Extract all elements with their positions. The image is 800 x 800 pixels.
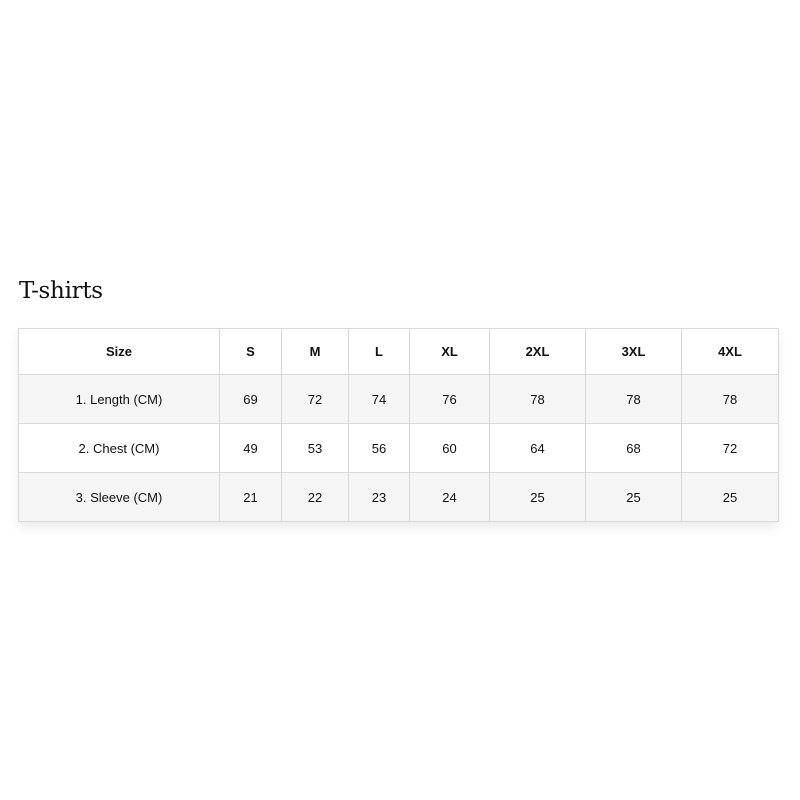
table-cell: 76 [409,374,490,424]
table-cell: 25 [585,472,682,522]
column-header: M [281,328,349,375]
table-cell: 68 [585,423,682,473]
table-row: 1. Length (CM) 69 72 74 76 78 78 78 [18,374,779,424]
table-cell: 53 [281,423,349,473]
column-header: S [219,328,282,375]
row-label: 3. Sleeve (CM) [18,472,220,522]
table-cell: 25 [681,472,779,522]
column-header: L [348,328,410,375]
table-cell: 78 [585,374,682,424]
table-cell: 72 [681,423,779,473]
table-cell: 64 [489,423,586,473]
table-cell: 21 [219,472,282,522]
table-cell: 49 [219,423,282,473]
column-header: XL [409,328,490,375]
row-label: 1. Length (CM) [18,374,220,424]
table-cell: 22 [281,472,349,522]
table-cell: 72 [281,374,349,424]
size-chart: Size S M L XL 2XL 3XL 4XL 1. Length (CM) 69 72 74 7… [18,328,779,522]
column-header: 3XL [585,328,682,375]
table-row: 2. Chest (CM) 49 53 56 60 64 68 72 [18,423,779,473]
table-cell: 74 [348,374,410,424]
table-cell: 24 [409,472,490,522]
table-cell: 78 [489,374,586,424]
table-cell: 60 [409,423,490,473]
size-table: Size S M L XL 2XL 3XL 4XL 1. Length (CM) 69 72 74 7… [18,328,779,522]
row-label: 2. Chest (CM) [18,423,220,473]
column-header: 4XL [681,328,779,375]
table-row: 3. Sleeve (CM) 21 22 23 24 25 25 25 [18,472,779,522]
header-row: Size S M L XL 2XL 3XL 4XL [18,328,779,375]
table-cell: 25 [489,472,586,522]
table-cell: 78 [681,374,779,424]
table-cell: 69 [219,374,282,424]
table-cell: 56 [348,423,410,473]
page-title: T-shirts [19,278,103,304]
column-header: Size [18,328,220,375]
column-header: 2XL [489,328,586,375]
table-cell: 23 [348,472,410,522]
